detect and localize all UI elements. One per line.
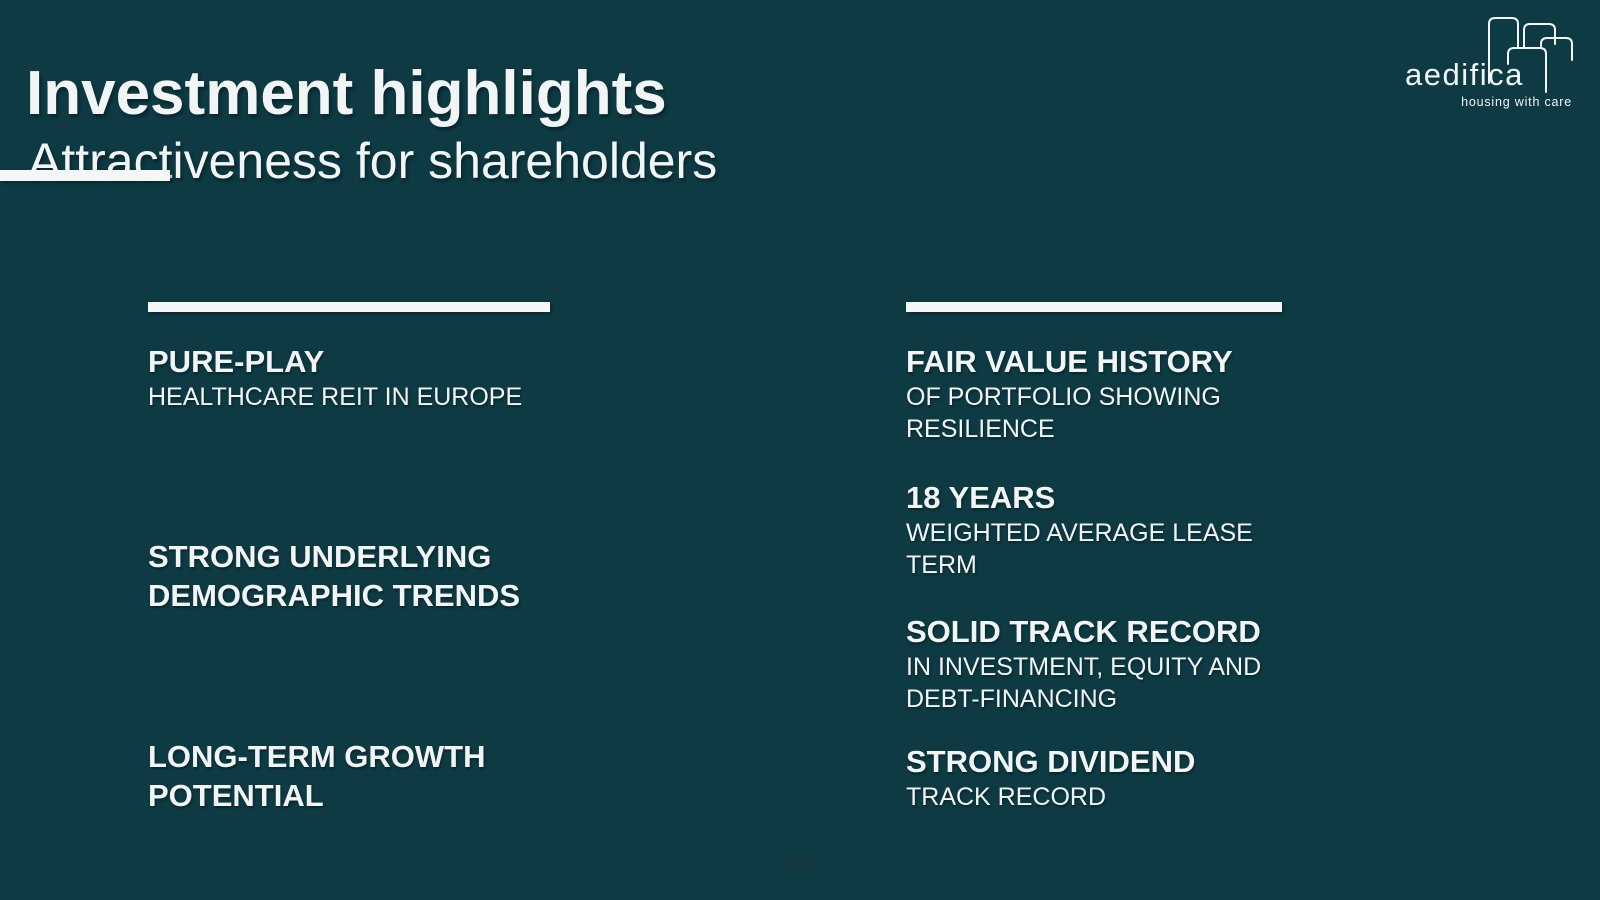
highlight-description: TRACK RECORD (906, 783, 1107, 811)
highlight-heading: STRONG UNDERLYING DEMOGRAPHIC TRENDS (148, 539, 521, 613)
highlight-heading: FAIR VALUE HISTORY (906, 344, 1233, 379)
highlight-heading: SOLID TRACK RECORD (906, 614, 1261, 649)
page-number: -50- (782, 853, 818, 875)
highlight-item-growth-potential: LONG-TERM GROWTH POTENTIAL (148, 737, 486, 815)
highlight-item-dividend: STRONG DIVIDEND TRACK RECORD (906, 742, 1195, 813)
aedifica-buildings-icon (1488, 17, 1573, 93)
highlight-item-demographic-trends: STRONG UNDERLYING DEMOGRAPHIC TRENDS (148, 537, 520, 615)
aedifica-tagline: housing with care (1461, 95, 1572, 109)
highlight-item-track-record: SOLID TRACK RECORD IN INVESTMENT, EQUITY… (906, 612, 1261, 715)
highlight-description: OF PORTFOLIO SHOWING RESILIENCE (906, 383, 1221, 443)
title-underline-bar (0, 170, 170, 181)
aedifica-logo: aedifica housing with care (1378, 6, 1582, 116)
highlight-heading: STRONG DIVIDEND (906, 744, 1196, 779)
left-column-accent-bar (148, 302, 550, 312)
highlight-item-lease-term: 18 YEARS WEIGHTED AVERAGE LEASE TERM (906, 478, 1253, 581)
aedifica-wordmark: aedifica (1405, 57, 1524, 92)
highlight-heading: LONG-TERM GROWTH POTENTIAL (148, 739, 486, 813)
highlight-description: WEIGHTED AVERAGE LEASE TERM (906, 519, 1253, 579)
right-column-accent-bar (906, 302, 1282, 312)
highlight-description: IN INVESTMENT, EQUITY AND DEBT-FINANCING (906, 653, 1262, 713)
page-title: Investment highlights (26, 58, 667, 128)
highlight-heading: PURE-PLAY (148, 344, 325, 379)
highlight-description: HEALTHCARE REIT IN EUROPE (148, 383, 523, 411)
highlight-item-fair-value-history: FAIR VALUE HISTORY OF PORTFOLIO SHOWING … (906, 342, 1233, 445)
highlight-item-pure-play: PURE-PLAY HEALTHCARE REIT IN EUROPE (148, 342, 522, 413)
highlight-heading: 18 YEARS (906, 480, 1056, 515)
